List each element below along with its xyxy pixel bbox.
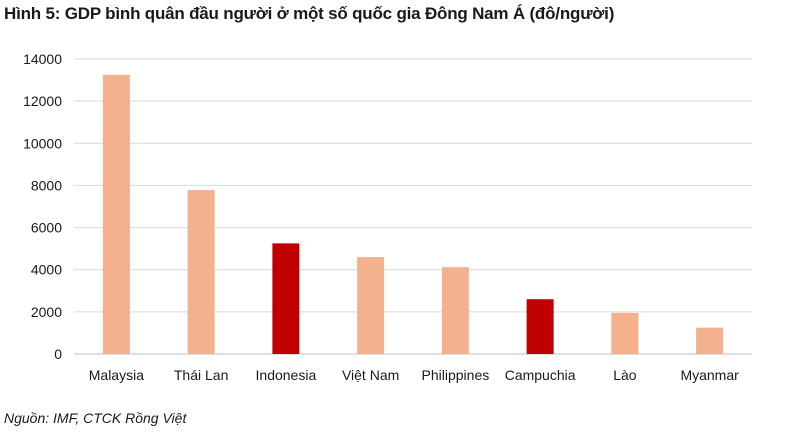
bar [696,327,724,354]
bar [102,74,130,354]
y-tick-label: 14000 [23,51,62,67]
bar [272,243,300,354]
y-tick-label: 8000 [31,177,62,193]
y-tick-label: 12000 [23,93,62,109]
bar [187,190,215,354]
y-tick-label: 10000 [23,135,62,151]
x-tick-label: Việt Nam [342,367,399,383]
x-tick-label: Campuchia [505,367,576,383]
bar [441,267,469,354]
source-note: Nguồn: IMF, CTCK Rồng Việt [4,410,187,426]
bar [357,257,385,354]
bar [526,299,554,354]
y-tick-label: 4000 [31,262,62,278]
chart-title: Hình 5: GDP bình quân đầu người ở một số… [4,4,615,23]
y-tick-label: 0 [54,346,62,362]
y-tick-label: 2000 [31,304,62,320]
y-tick-label: 6000 [31,220,62,236]
x-tick-label: Thái Lan [174,367,228,383]
x-tick-label: Lào [613,367,637,383]
x-tick-label: Malaysia [89,367,144,383]
x-tick-label: Myanmar [680,367,739,383]
x-tick-label: Indonesia [256,367,317,383]
x-tick-label: Philippines [422,367,490,383]
bar [611,312,639,354]
